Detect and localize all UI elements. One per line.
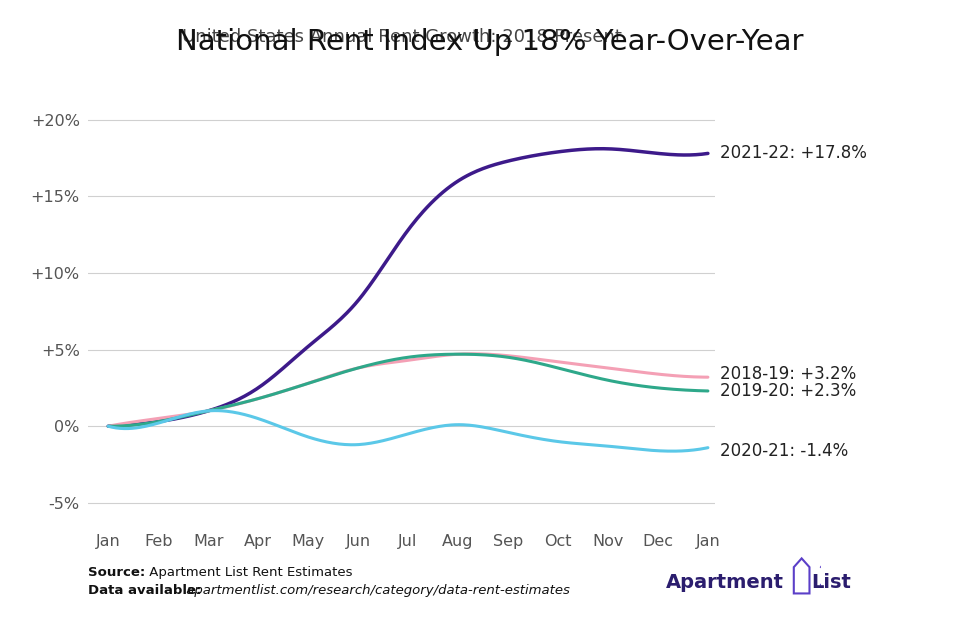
Text: 2020-21: -1.4%: 2020-21: -1.4% xyxy=(720,442,849,459)
Text: Apartment List Rent Estimates: Apartment List Rent Estimates xyxy=(145,566,353,579)
Text: 2021-22: +17.8%: 2021-22: +17.8% xyxy=(720,145,867,162)
Text: Source:: Source: xyxy=(88,566,145,579)
Title: United States Annual Rent Growth: 2018-Present: United States Annual Rent Growth: 2018-P… xyxy=(182,29,621,46)
Text: Data available:: Data available: xyxy=(88,583,202,597)
Text: Apartment: Apartment xyxy=(666,573,784,592)
Text: 2019-20: +2.3%: 2019-20: +2.3% xyxy=(720,382,857,400)
Text: apartmentlist.com/research/category/data-rent-estimates: apartmentlist.com/research/category/data… xyxy=(182,583,570,597)
Text: List: List xyxy=(811,573,852,592)
Text: 2018-19: +3.2%: 2018-19: +3.2% xyxy=(720,365,857,383)
Text: National Rent Index Up 18% Year-Over-Year: National Rent Index Up 18% Year-Over-Yea… xyxy=(176,28,804,56)
